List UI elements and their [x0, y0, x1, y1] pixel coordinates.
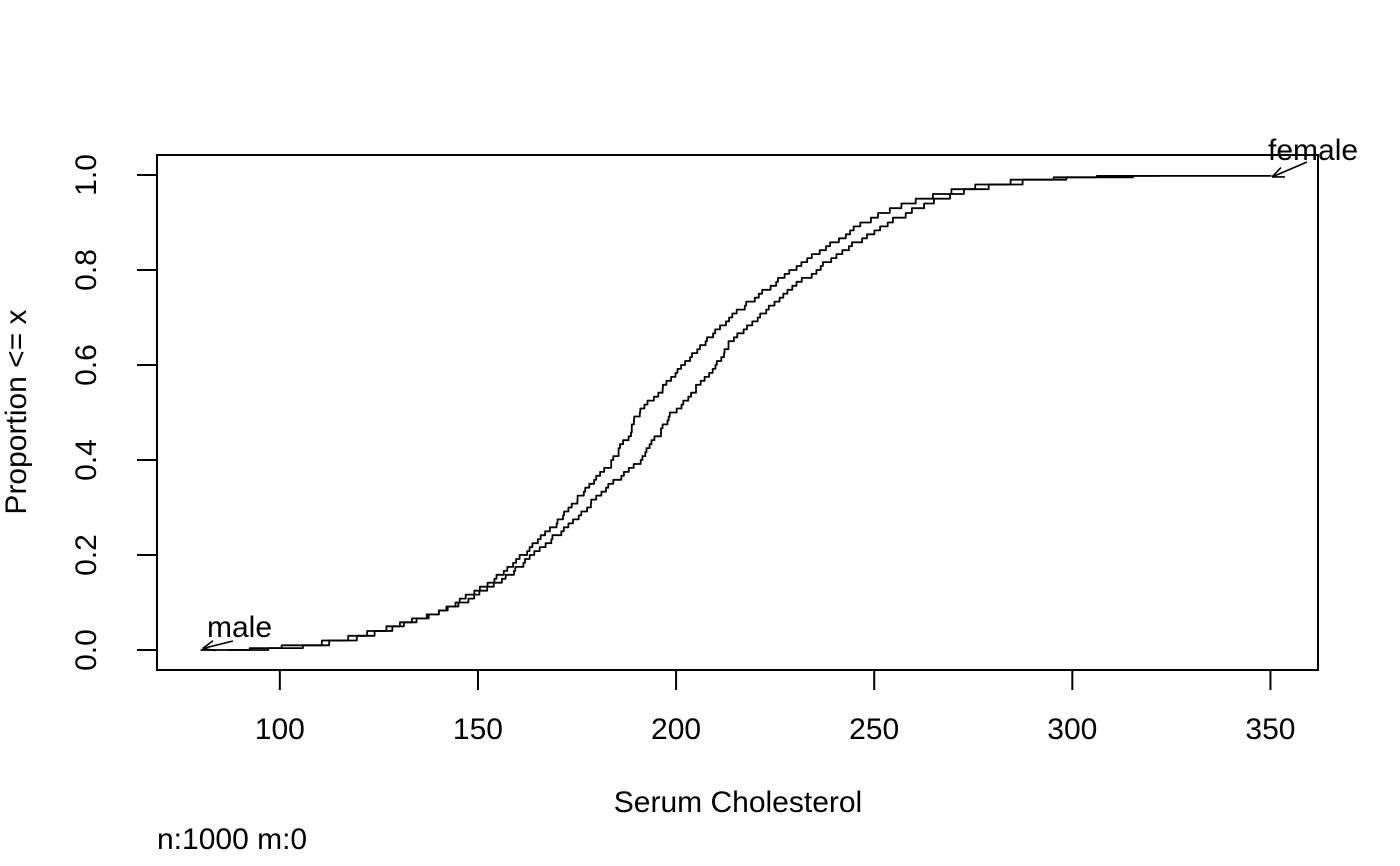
- series-arrow-female: [1271, 161, 1308, 178]
- series-arrow-female-head: [1271, 167, 1282, 178]
- x-tick-label: 150: [453, 713, 503, 746]
- y-tick-label: 1.0: [70, 154, 103, 196]
- y-tick-label: 0.4: [70, 439, 103, 481]
- footnote-n-m: n:1000 m:0: [157, 823, 307, 856]
- y-tick-label: 0.0: [70, 629, 103, 671]
- ecdf-curve-male: [200, 175, 1161, 651]
- x-tick-label: 250: [849, 713, 899, 746]
- series-label-female: female: [1268, 134, 1358, 167]
- x-axis-title: Serum Cholesterol: [614, 786, 862, 819]
- x-tick-label: 300: [1047, 713, 1097, 746]
- x-axis-ticks: 100 150 200 250 300 350: [255, 670, 1295, 746]
- ecdf-curve-female: [228, 175, 1272, 651]
- ecdf-curves: [200, 175, 1272, 651]
- y-axis-ticks: 0.0 0.2 0.4 0.6 0.8 1.0: [70, 154, 157, 671]
- plot-border-box: [156, 154, 1319, 671]
- y-axis-title: Proportion <= x: [0, 309, 33, 514]
- curve-labels: male female: [202, 134, 1358, 652]
- x-tick-label: 200: [651, 713, 701, 746]
- series-label-male: male: [207, 611, 272, 644]
- x-tick-label: 350: [1245, 713, 1295, 746]
- series-arrow-male-head: [202, 647, 216, 652]
- series-arrow-male-head: [202, 640, 214, 650]
- y-tick-label: 0.2: [70, 534, 103, 576]
- series-arrow-male: [202, 640, 234, 650]
- x-tick-label: 100: [255, 713, 305, 746]
- y-tick-label: 0.6: [70, 344, 103, 386]
- y-tick-label: 0.8: [70, 249, 103, 291]
